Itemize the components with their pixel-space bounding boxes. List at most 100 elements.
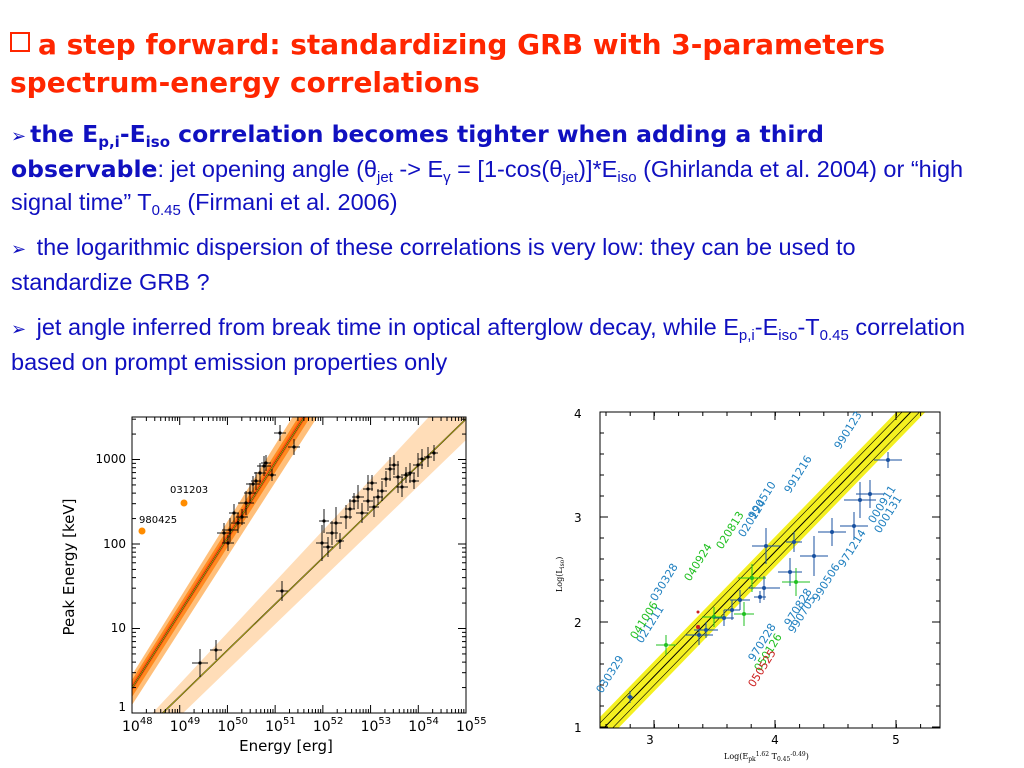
x-tick-label: 1048 bbox=[122, 716, 153, 735]
grb-point bbox=[384, 477, 388, 481]
grb-point bbox=[348, 507, 352, 511]
grb-point bbox=[852, 524, 856, 528]
grb-point bbox=[758, 595, 762, 599]
label-031203: 031203 bbox=[170, 485, 208, 496]
y-axis-label: Log(Liso) bbox=[555, 557, 566, 592]
grb-point bbox=[404, 473, 408, 477]
x-tick-labels: 1048 1049 1050 1051 1052 1053 1054 1055 bbox=[122, 716, 487, 735]
grb-point bbox=[722, 616, 726, 620]
red-point bbox=[696, 610, 700, 614]
y-tick-label: 4 bbox=[574, 407, 582, 421]
x-tick-label: 1053 bbox=[361, 716, 392, 735]
grb-point bbox=[372, 505, 376, 509]
arrow-bullet-icon: ➢ bbox=[11, 319, 27, 339]
y-tick-label: 1 bbox=[574, 721, 582, 735]
grb-point bbox=[388, 467, 392, 471]
x-tick-label: 1049 bbox=[170, 716, 201, 735]
grb-point bbox=[244, 501, 248, 505]
grb-point bbox=[762, 586, 766, 590]
grb-point bbox=[416, 463, 420, 467]
grb-point bbox=[262, 464, 266, 468]
x-tick-label: 1052 bbox=[313, 716, 344, 735]
grb-point bbox=[356, 495, 360, 499]
grb-point bbox=[360, 511, 364, 515]
grb-point bbox=[628, 695, 632, 699]
x-tick-label: 1051 bbox=[265, 716, 296, 735]
grb-point bbox=[334, 521, 338, 525]
ep-eiso-band bbox=[152, 417, 466, 713]
grb-point bbox=[292, 445, 296, 449]
grb-point bbox=[730, 608, 734, 612]
ghirlanda-band-mid bbox=[132, 417, 311, 697]
grb-point bbox=[214, 648, 218, 652]
grb-point bbox=[264, 461, 268, 465]
grb-point bbox=[704, 628, 708, 632]
grb-point bbox=[258, 471, 262, 475]
bullet-1: ➢ the Ep,i-Eiso correlation becomes tight… bbox=[11, 120, 964, 219]
x-tick-label: 4 bbox=[771, 733, 779, 747]
grb-point bbox=[380, 489, 384, 493]
arrow-bullet-icon: ➢ bbox=[11, 126, 27, 146]
grb-point bbox=[251, 482, 255, 486]
x-tick-label: 1054 bbox=[408, 716, 439, 735]
bullet-2: ➢ the logarithmic dispersion of these co… bbox=[11, 234, 856, 295]
grb-point bbox=[868, 492, 872, 496]
y-axis-label: Peak Energy [keV] bbox=[60, 498, 78, 635]
x-axis-label: Energy [erg] bbox=[239, 737, 333, 755]
grb-point bbox=[280, 589, 284, 593]
x-tick-label: 3 bbox=[646, 733, 654, 747]
grb-point bbox=[830, 530, 834, 534]
data-points bbox=[192, 425, 438, 677]
grb-point bbox=[270, 473, 274, 477]
grb-point bbox=[352, 499, 356, 503]
grb-point bbox=[366, 487, 370, 491]
grb-point bbox=[322, 519, 326, 523]
y-tick-label: 10 bbox=[111, 621, 126, 635]
grb-point bbox=[412, 479, 416, 483]
grb-point bbox=[794, 580, 798, 584]
grb-point bbox=[236, 521, 240, 525]
grb-point bbox=[338, 539, 342, 543]
y-tick-label: 2 bbox=[574, 616, 582, 630]
grb-point bbox=[742, 612, 746, 616]
bullet-list: ➢ the Ep,i-Eiso correlation becomes tight… bbox=[11, 118, 971, 391]
grb-point bbox=[400, 485, 404, 489]
grb-point bbox=[198, 661, 202, 665]
grb-point bbox=[750, 576, 754, 580]
firmani-band bbox=[600, 412, 926, 728]
grb-point bbox=[376, 495, 380, 499]
arrow-bullet-icon: ➢ bbox=[11, 239, 27, 259]
firmani-fit-line bbox=[603, 412, 912, 728]
tick-marks bbox=[131, 417, 467, 714]
title-line-2: spectrum-energy correlations bbox=[10, 66, 480, 99]
grb-point bbox=[858, 498, 862, 502]
grb-point bbox=[366, 499, 370, 503]
grb-point bbox=[226, 541, 230, 545]
grb-point bbox=[278, 431, 282, 435]
grb-point bbox=[764, 544, 768, 548]
outlier-point-980425 bbox=[138, 527, 146, 535]
grb-point bbox=[408, 471, 412, 475]
grb-point bbox=[432, 451, 436, 455]
grb-point bbox=[420, 457, 424, 461]
grb-point bbox=[664, 643, 668, 647]
grb-point bbox=[370, 481, 374, 485]
grb-point bbox=[320, 541, 324, 545]
grb-point bbox=[812, 554, 816, 558]
grb-point bbox=[330, 531, 334, 535]
x-tick-label: 1050 bbox=[217, 716, 248, 735]
title-line-1: a step forward: standardizing GRB with 3… bbox=[10, 26, 1010, 64]
grb-point bbox=[392, 463, 396, 467]
firmani-correlation-plot: 4 3 2 1 3 4 5 Log(Epk1.62 T0.45-0.49) Lo… bbox=[544, 402, 960, 764]
tick-marks bbox=[600, 411, 940, 728]
grb-point bbox=[697, 633, 701, 637]
y-tick-label: 100 bbox=[103, 537, 126, 551]
red-point bbox=[696, 625, 700, 629]
outlier-point-031203 bbox=[180, 499, 188, 507]
y-tick-label: 3 bbox=[574, 511, 582, 525]
x-axis-label: Log(Epk1.62 T0.45-0.49) bbox=[724, 751, 809, 763]
grb-point bbox=[738, 598, 742, 602]
y-tick-label: 1 bbox=[118, 700, 126, 714]
ghirlanda-band-outer bbox=[132, 417, 318, 705]
grb-point bbox=[222, 531, 226, 535]
